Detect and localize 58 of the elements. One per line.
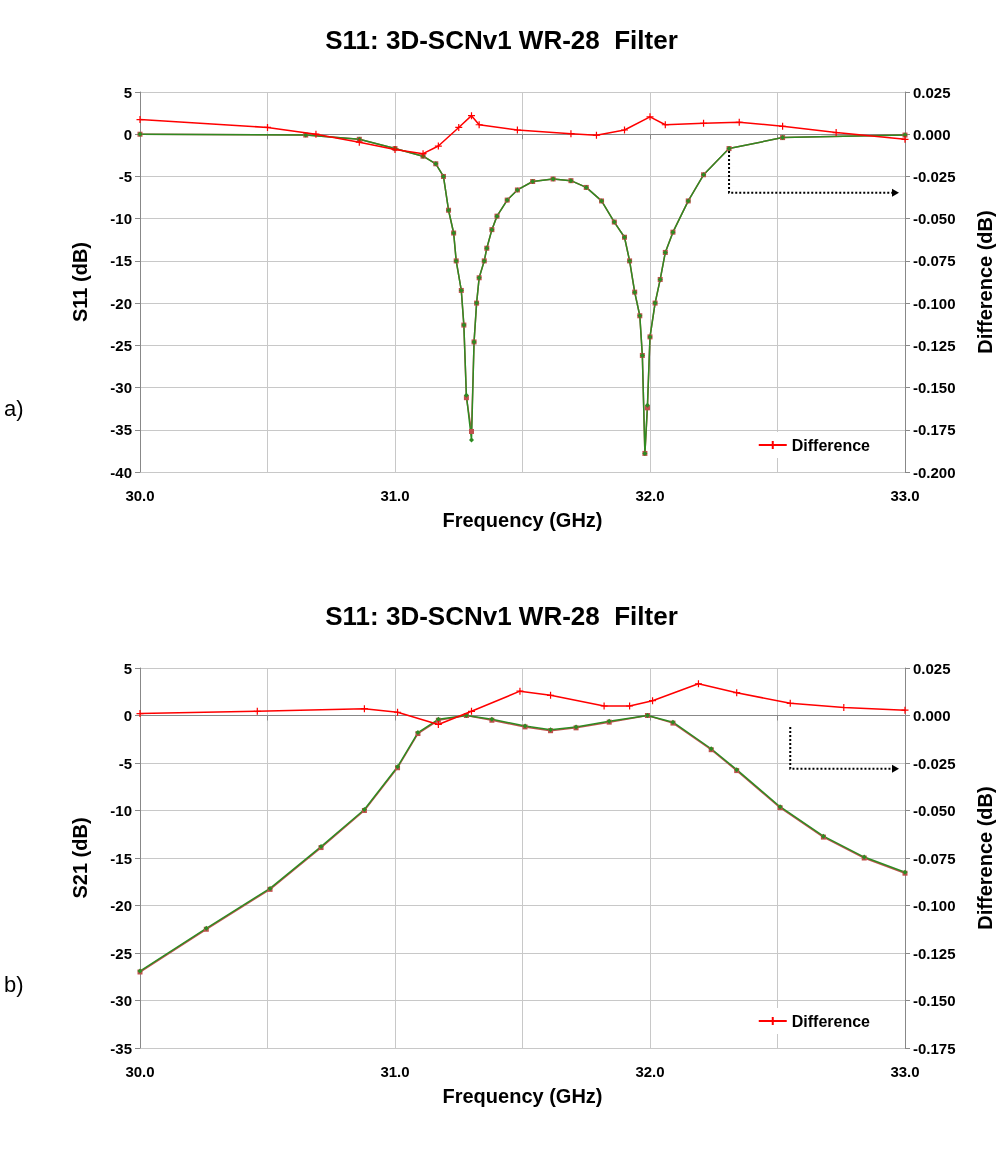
text: b) — [4, 972, 24, 998]
y-tick-label: -15 — [110, 252, 132, 270]
y2-tick-label: -0.175 — [913, 1039, 956, 1057]
y-tick-label: -15 — [110, 849, 132, 867]
x-tick-label: 32.0 — [635, 487, 665, 504]
y-tick-label: -35 — [110, 1039, 132, 1057]
y2-tick-label: -0.050 — [913, 210, 956, 228]
x-tick-label: 31.0 — [380, 487, 410, 504]
y-tick-label: -30 — [110, 379, 132, 397]
y2-tick-label: -0.100 — [913, 897, 956, 914]
y-tick-label: 0 — [123, 125, 132, 143]
y2-tick-label: -0.150 — [913, 379, 956, 397]
x-tick-label: 31.0 — [380, 1063, 410, 1080]
legend-label: Difference — [791, 1012, 871, 1030]
x-tick-label: 30.0 — [125, 1063, 155, 1080]
y-axis-title: S21 (dB) — [69, 817, 91, 899]
y-tick-label: -30 — [110, 992, 132, 1009]
text: a) — [4, 396, 24, 422]
y-tick-label: -35 — [110, 421, 132, 439]
y2-axis-title: Difference (dB) — [974, 210, 996, 354]
y2-tick-label: 0.025 — [913, 659, 951, 677]
y2-tick-label: -0.025 — [913, 167, 956, 185]
y-tick-label: -10 — [110, 802, 132, 819]
y-tick-label: -10 — [110, 210, 132, 228]
y2-tick-label: 0.000 — [913, 125, 951, 143]
y2-tick-label: -0.050 — [913, 802, 956, 819]
x-tick-label: 33.0 — [890, 1063, 920, 1080]
x-tick-label: 32.0 — [635, 1063, 665, 1080]
y-tick-label: -40 — [110, 463, 132, 481]
y2-tick-label: -0.150 — [913, 992, 956, 1009]
y-tick-label: 5 — [123, 659, 132, 677]
x-axis-title: Frequency (GHz) — [442, 509, 603, 531]
y2-tick-label: 0.025 — [913, 83, 951, 101]
x-axis-title: Frequency (GHz) — [442, 1085, 603, 1107]
y2-tick-label: -0.175 — [913, 421, 956, 439]
y-tick-label: -25 — [110, 944, 132, 962]
y2-tick-label: -0.075 — [913, 849, 956, 867]
y2-tick-label: 0.000 — [913, 707, 951, 724]
y-tick-label: -25 — [110, 336, 132, 354]
legend-label: Difference — [791, 436, 871, 454]
x-tick-label: 30.0 — [125, 487, 155, 504]
y2-axis-title: Difference (dB) — [974, 786, 996, 930]
y-tick-label: -5 — [118, 167, 132, 185]
y-tick-label: -20 — [110, 897, 132, 914]
y2-tick-label: -0.100 — [913, 294, 956, 312]
chart-title: S11: 3D-SCNv1 WR-28 Filter — [325, 601, 678, 631]
y-axis-title: S11 (dB) — [69, 241, 91, 323]
y-tick-label: -5 — [118, 754, 132, 772]
y2-tick-label: -0.125 — [913, 336, 956, 354]
y2-tick-label: -0.200 — [913, 463, 956, 481]
chart-title: S11: 3D-SCNv1 WR-28 Filter — [325, 25, 678, 55]
x-tick-label: 33.0 — [890, 487, 920, 504]
y-tick-label: -20 — [110, 294, 132, 312]
y2-tick-label: -0.025 — [913, 754, 956, 772]
y2-tick-label: -0.075 — [913, 252, 956, 270]
y-tick-label: 0 — [123, 707, 132, 724]
y2-tick-label: -0.125 — [913, 944, 956, 962]
y-tick-label: 5 — [123, 83, 132, 101]
